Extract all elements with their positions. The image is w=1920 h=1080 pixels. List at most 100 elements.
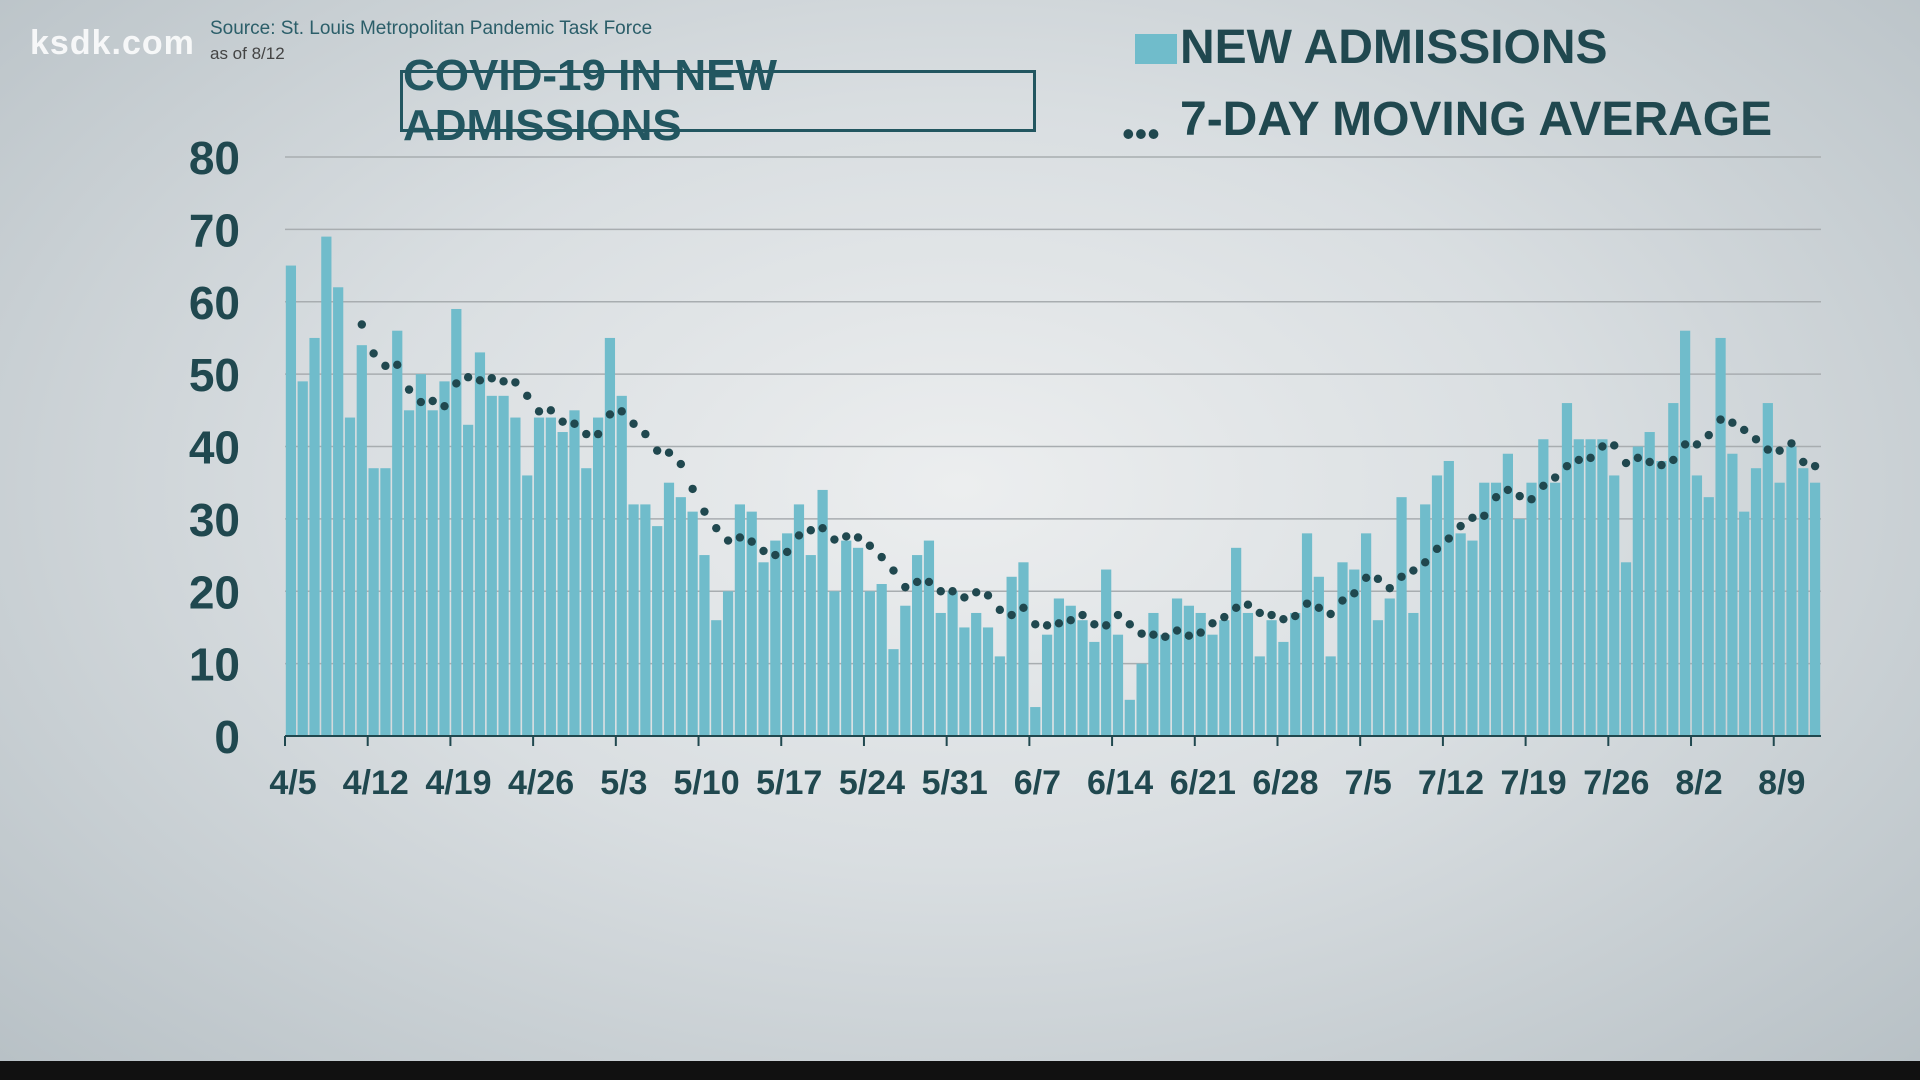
moving-average-point [1598, 442, 1607, 451]
bar [380, 468, 391, 736]
bar [1703, 497, 1714, 736]
moving-average-point [487, 374, 496, 383]
ksdk-logo-watermark: ksdk.com [30, 24, 195, 62]
bar [1455, 533, 1466, 736]
moving-average-point [641, 429, 650, 439]
bar [415, 374, 426, 736]
bar [876, 584, 887, 736]
moving-average-point [830, 535, 839, 544]
moving-average-point [700, 507, 709, 516]
bar [663, 482, 675, 736]
x-tick-label: 4/26 [508, 764, 574, 802]
bar [1561, 403, 1573, 736]
bar [1786, 446, 1797, 736]
x-tick-label: 5/24 [839, 764, 905, 802]
moving-average-point [1574, 455, 1583, 465]
bar [1750, 468, 1762, 736]
moving-average-point [1810, 461, 1820, 471]
y-tick-label: 30 [189, 494, 240, 546]
bar [935, 612, 946, 736]
moving-average-point [1420, 558, 1430, 567]
legend-new-admissions: NEW ADMISSIONS [1180, 21, 1608, 74]
moving-average-point [865, 541, 875, 550]
bar [864, 591, 875, 736]
moving-average-point [1409, 566, 1418, 575]
bar [356, 345, 367, 736]
bar [1762, 403, 1773, 736]
moving-average-point [1692, 440, 1702, 449]
moving-average-point [664, 448, 674, 457]
bar [793, 504, 805, 736]
moving-average-point [1137, 629, 1146, 638]
moving-average-point [1775, 446, 1784, 455]
moving-average-point [1728, 418, 1737, 427]
bar [1089, 641, 1100, 736]
bar [675, 497, 686, 736]
bar [1361, 533, 1372, 736]
bar [1242, 612, 1254, 736]
bar [321, 236, 332, 737]
bar [746, 511, 757, 736]
x-tick-label: 6/14 [1087, 764, 1153, 802]
moving-average-point [652, 446, 662, 455]
bar [1053, 598, 1065, 736]
moving-average-point [463, 373, 473, 382]
bar [687, 511, 698, 736]
x-tick-label: 5/31 [922, 764, 988, 802]
moving-average-point [1125, 620, 1135, 629]
x-tick-label: 8/2 [1675, 764, 1722, 802]
bar [1680, 330, 1691, 736]
moving-average-point [1208, 619, 1217, 628]
bar [1573, 439, 1584, 736]
bar [1809, 482, 1821, 736]
bar [923, 540, 935, 736]
bar [427, 410, 438, 736]
moving-average-point [901, 582, 910, 592]
moving-average-point [534, 407, 544, 416]
bar [711, 620, 722, 736]
bar [1183, 605, 1194, 736]
bar [1585, 439, 1596, 736]
moving-average-point [1149, 630, 1158, 639]
moving-average-point [1042, 621, 1052, 630]
moving-average-point [1291, 611, 1300, 621]
y-tick-label: 70 [189, 204, 240, 256]
bar [392, 330, 403, 736]
moving-average-point [1704, 430, 1713, 440]
x-tick-label: 6/28 [1252, 764, 1318, 802]
bar [1798, 468, 1809, 736]
bar [1490, 482, 1502, 736]
bar [1443, 460, 1454, 736]
moving-average-point [393, 360, 402, 370]
x-tick-label: 6/7 [1014, 764, 1061, 802]
moving-average-point [818, 523, 827, 533]
moving-average-point [1680, 440, 1690, 449]
bar [888, 649, 899, 736]
moving-average-point [1350, 589, 1359, 598]
y-tick-label: 20 [189, 566, 240, 618]
as-of-date: as of 8/12 [210, 44, 285, 63]
source-note: Source: St. Louis Metropolitan Pandemic … [210, 18, 653, 39]
moving-average-point [1397, 572, 1406, 581]
moving-average-point [676, 459, 686, 469]
bar [557, 432, 568, 736]
bar [1715, 337, 1726, 736]
bar [782, 533, 793, 736]
x-tick-label: 7/12 [1418, 764, 1484, 802]
bar [1372, 620, 1384, 736]
moving-average-point [546, 406, 556, 415]
moving-average-point [1054, 619, 1064, 628]
moving-average-point [771, 550, 780, 560]
bar [770, 540, 781, 736]
bar [734, 504, 745, 736]
bar [912, 555, 923, 736]
moving-average-point [558, 417, 567, 426]
moving-average-point [1161, 632, 1170, 641]
moving-average-point [499, 377, 508, 386]
moving-average-point [853, 533, 863, 542]
y-tick-label: 80 [189, 132, 240, 184]
bar [1301, 533, 1313, 736]
moving-average-point [1550, 473, 1560, 482]
moving-average-point [948, 587, 957, 596]
bar [1207, 634, 1218, 736]
